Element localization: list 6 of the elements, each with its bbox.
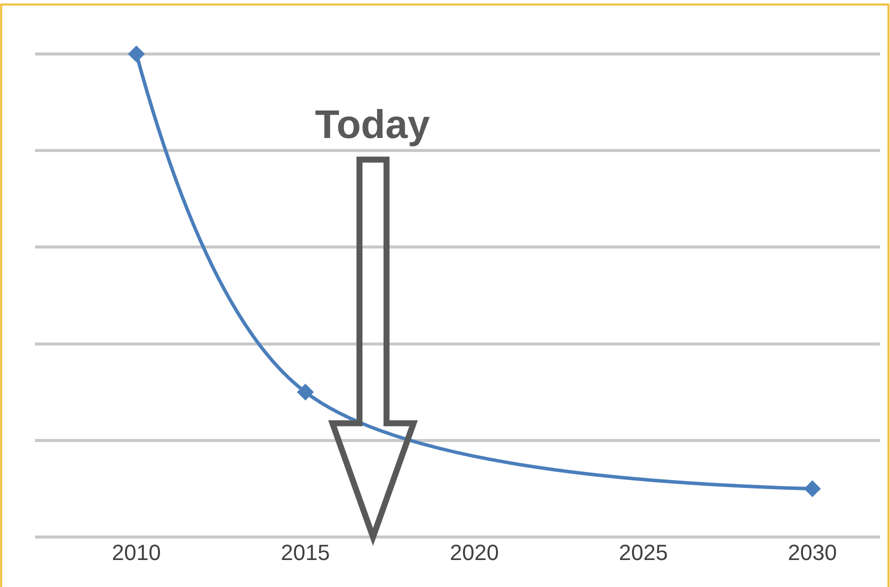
x-tick-label: 2010	[112, 540, 161, 565]
x-tick-label: 2025	[618, 540, 668, 565]
x-tick-label: 2030	[788, 540, 837, 565]
x-tick-label: 2020	[450, 540, 499, 565]
x-tick-label: 2015	[280, 540, 330, 565]
annotation: Today	[315, 103, 431, 147]
